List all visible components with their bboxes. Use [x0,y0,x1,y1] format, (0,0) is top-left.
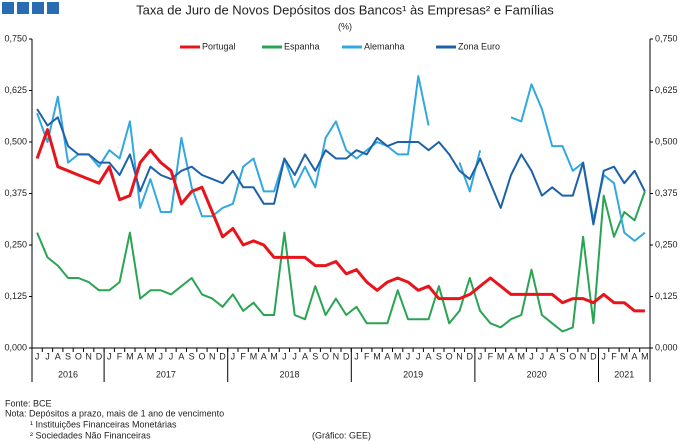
x-tick-label: J [35,351,40,361]
y2-tick-label: 0,375 [655,188,678,198]
note: ² Sociedades Não Financeiras [30,430,151,440]
y-tick-label: 0,500 [4,136,27,146]
y2-tick-label: 0,750 [655,33,678,43]
x-tick-label: O [322,351,329,361]
x-tick-label: M [147,351,155,361]
logo-square [17,2,29,14]
year-label: 2020 [527,369,547,379]
x-tick-label: F [117,351,123,361]
x-tick-label: J [45,351,50,361]
x-tick-label: J [159,351,164,361]
legend-label: Portugal [202,41,236,51]
year-label: 2016 [58,369,78,379]
x-tick-label: J [292,351,297,361]
note: ¹ Instituições Financeiras Monetárias [30,419,177,429]
note: Nota: Depósitos a prazo, mais de 1 ano d… [5,408,224,418]
y-tick-label: 0,375 [4,188,27,198]
x-tick-label: A [137,351,143,361]
x-tick-label: O [446,351,453,361]
year-label: 2018 [279,369,299,379]
source: (Gráfico: GEE) [312,430,371,440]
x-tick-label: J [406,351,411,361]
x-tick-label: N [85,351,92,361]
y-tick-label: 0,000 [4,342,27,352]
x-tick-label: M [394,351,402,361]
x-tick-label: N [456,351,463,361]
x-tick-label: S [559,351,565,361]
year-label: 2017 [156,369,176,379]
x-tick-label: A [178,351,184,361]
y2-tick-label: 0,125 [655,291,678,301]
series-line [36,191,646,333]
logo-square [32,2,44,14]
x-tick-label: A [302,351,308,361]
x-tick-label: A [632,351,638,361]
x-tick-label: M [373,351,381,361]
x-tick-label: D [219,351,226,361]
x-tick-label: M [270,351,278,361]
x-tick-label: M [641,351,649,361]
x-tick-label: O [75,351,82,361]
x-tick-label: N [333,351,340,361]
x-tick-label: J [529,351,534,361]
x-tick-label: M [621,351,629,361]
legend-label: Espanha [284,41,320,51]
year-label: 2019 [403,369,423,379]
x-tick-label: J [601,351,606,361]
x-tick-label: D [343,351,350,361]
series-line [35,128,645,313]
series-line [36,108,646,226]
y-tick-label: 0,250 [4,239,27,249]
x-tick-label: F [611,351,617,361]
y2-tick-label: 0,500 [655,136,678,146]
y-tick-label: 0,750 [4,33,27,43]
x-tick-label: A [508,351,514,361]
x-tick-label: J [107,351,112,361]
y-tick-label: 0,625 [4,85,27,95]
y2-tick-label: 0,625 [655,85,678,95]
chart-title: Taxa de Juro de Novos Depósitos dos Banc… [136,2,554,17]
x-tick-label: S [436,351,442,361]
logo-square [2,2,14,14]
x-tick-label: M [126,351,134,361]
x-tick-label: O [198,351,205,361]
x-tick-label: S [65,351,71,361]
x-tick-label: S [189,351,195,361]
x-tick-label: A [549,351,555,361]
x-tick-label: J [169,351,174,361]
y2-tick-label: 0,000 [655,342,678,352]
x-tick-label: N [209,351,216,361]
chart-subtitle: (%) [338,21,352,31]
legend-label: Alemanha [364,41,405,51]
x-tick-label: N [580,351,587,361]
x-tick-label: J [282,351,287,361]
x-tick-label: F [488,351,494,361]
y2-tick-label: 0,250 [655,239,678,249]
x-tick-label: S [312,351,318,361]
x-tick-label: A [55,351,61,361]
logo-square [47,2,59,14]
x-tick-label: O [569,351,576,361]
x-tick-label: J [478,351,483,361]
x-tick-label: D [590,351,597,361]
legend-label: Zona Euro [458,41,500,51]
note: Fonte: BCE [5,398,52,408]
x-tick-label: M [518,351,526,361]
x-tick-label: J [540,351,545,361]
x-tick-label: J [231,351,236,361]
x-tick-label: D [467,351,474,361]
x-tick-label: M [497,351,505,361]
x-tick-label: A [426,351,432,361]
x-tick-label: F [240,351,246,361]
year-label: 2021 [614,369,634,379]
x-tick-label: F [364,351,370,361]
x-tick-label: J [354,351,359,361]
x-tick-label: A [384,351,390,361]
x-tick-label: D [96,351,103,361]
x-tick-label: J [416,351,421,361]
x-tick-label: A [261,351,267,361]
y-tick-label: 0,125 [4,291,27,301]
x-tick-label: M [250,351,258,361]
